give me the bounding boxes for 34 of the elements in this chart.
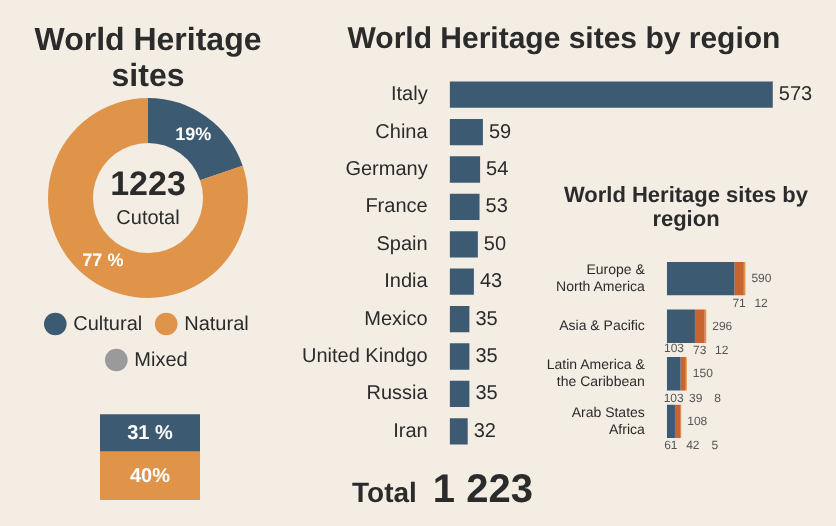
data-label: 32: [473, 419, 497, 442]
y-tick-label: Mexico: [364, 307, 429, 330]
text: 1 223: [432, 467, 533, 513]
y-tick-label: Spain: [376, 232, 428, 255]
data-label: 31 %: [127, 422, 174, 445]
legend-label: Natural: [184, 313, 249, 336]
chart-title: World Heritage sites by region: [561, 184, 811, 233]
y-tick-label: France: [365, 195, 429, 218]
y-tick-label: Germany: [345, 158, 428, 180]
y-tick-label: Italy: [390, 83, 428, 106]
legend-label: Cultural: [73, 313, 143, 336]
y-tick-label: India: [384, 270, 429, 293]
data-label: 19%: [175, 124, 212, 145]
chart-title: World Heritage sites: [32, 24, 264, 95]
data-label: 35: [475, 307, 499, 330]
data-label: 59: [488, 120, 513, 143]
data-label: 43: [479, 270, 504, 293]
text: Total: [352, 475, 417, 507]
text: Cutotal: [116, 207, 180, 230]
data-label: 573: [778, 83, 814, 106]
y-tick-label: Russia: [366, 382, 429, 405]
data-label: 54: [486, 158, 510, 180]
data-label: 35: [475, 382, 499, 405]
data-label: 77 %: [82, 250, 124, 271]
y-tick-label: China: [375, 120, 429, 143]
data-label: 53: [485, 195, 509, 218]
text: 1223: [110, 165, 186, 204]
y-tick-label: United Kindgo: [301, 345, 429, 367]
data-label: 35: [475, 345, 499, 367]
legend-label: Mixed: [134, 349, 188, 372]
chart-title: World Heritage sites by region: [345, 22, 783, 57]
data-label: 50: [483, 232, 507, 255]
y-tick-label: Iran: [393, 419, 428, 442]
data-label: 40%: [129, 465, 171, 488]
